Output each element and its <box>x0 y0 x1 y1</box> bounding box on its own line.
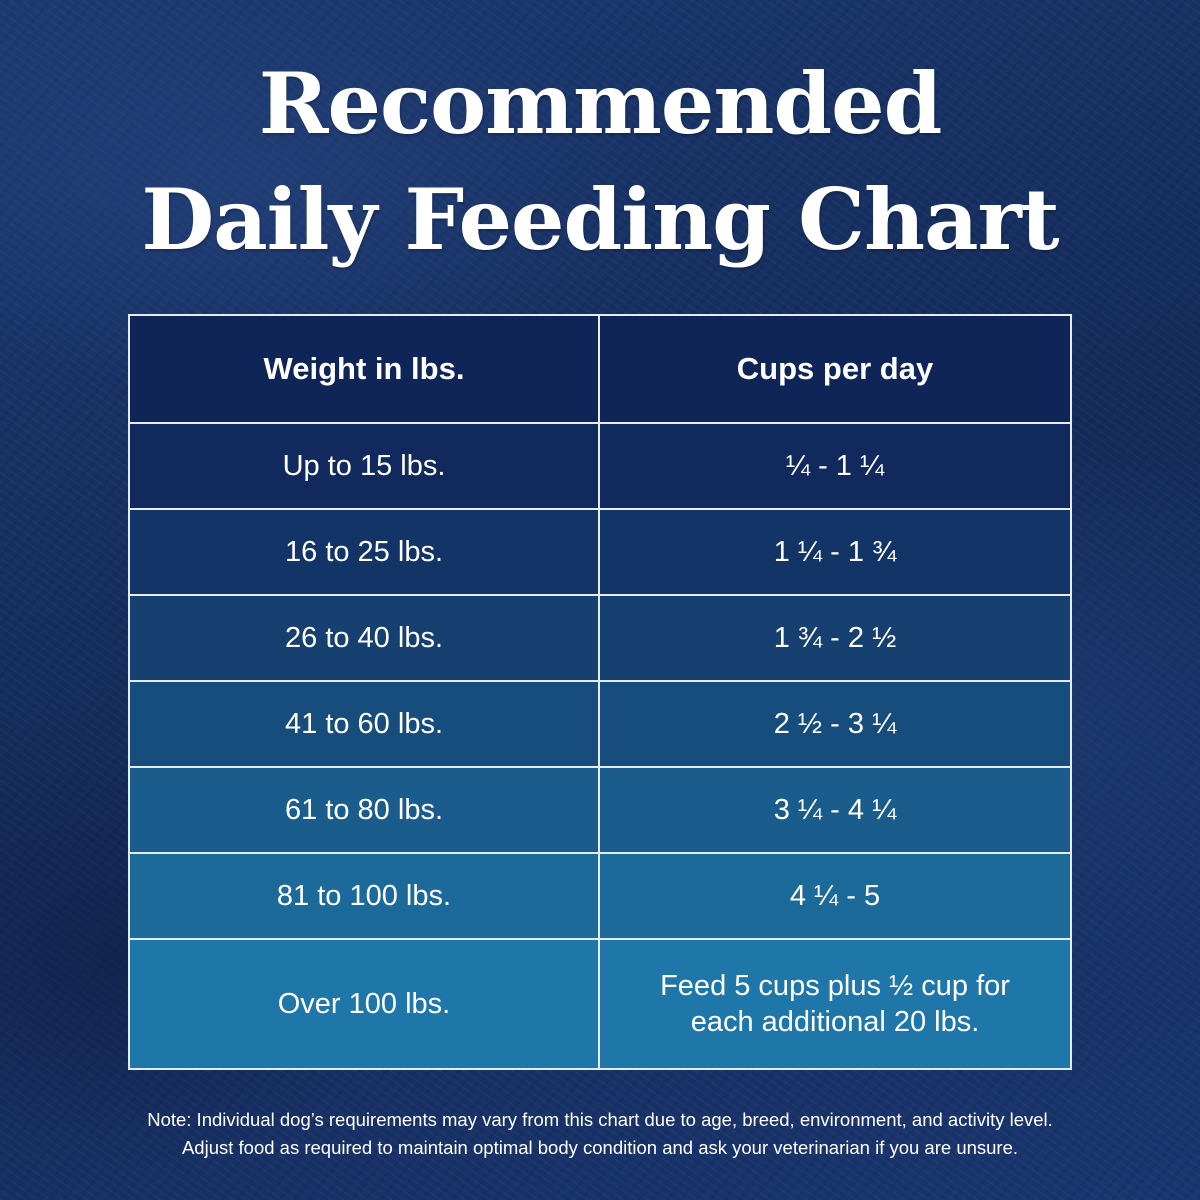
table-row: 41 to 60 lbs. 2 ½ - 3 ¼ <box>128 680 1072 768</box>
weight-cell: Up to 15 lbs. <box>128 422 600 510</box>
footnote-line-2: Adjust food as required to maintain opti… <box>181 1137 1019 1158</box>
weight-cell: Over 100 lbs. <box>128 938 600 1070</box>
weight-cell: 61 to 80 lbs. <box>128 766 600 854</box>
footnote-line-1: Note: Individual dog’s requirements may … <box>147 1109 1053 1130</box>
cups-line-2: each additional 20 lbs. <box>690 1006 980 1038</box>
header-cups: Cups per day <box>598 314 1072 424</box>
table-row: Over 100 lbs. Feed 5 cups plus ½ cup for… <box>128 938 1072 1070</box>
title-line-1: Recommended <box>258 54 943 153</box>
table-header-row: Weight in lbs. Cups per day <box>128 314 1072 424</box>
title-line-2: Daily Feeding Chart <box>141 170 1059 269</box>
header-weight: Weight in lbs. <box>128 314 600 424</box>
cups-cell: Feed 5 cups plus ½ cup for each addition… <box>598 938 1072 1070</box>
weight-cell: 26 to 40 lbs. <box>128 594 600 682</box>
cups-cell: 3 ¼ - 4 ¼ <box>598 766 1072 854</box>
table-row: 81 to 100 lbs. 4 ¼ - 5 <box>128 852 1072 940</box>
table-row: 16 to 25 lbs. 1 ¼ - 1 ¾ <box>128 508 1072 596</box>
weight-cell: 16 to 25 lbs. <box>128 508 600 596</box>
weight-cell: 41 to 60 lbs. <box>128 680 600 768</box>
cups-cell: 2 ½ - 3 ¼ <box>598 680 1072 768</box>
cups-cell: 4 ¼ - 5 <box>598 852 1072 940</box>
cups-cell: ¼ - 1 ¼ <box>598 422 1072 510</box>
table-row: 61 to 80 lbs. 3 ¼ - 4 ¼ <box>128 766 1072 854</box>
table-row: 26 to 40 lbs. 1 ¾ - 2 ½ <box>128 594 1072 682</box>
cups-cell: 1 ¾ - 2 ½ <box>598 594 1072 682</box>
feeding-chart-table: Weight in lbs. Cups per day Up to 15 lbs… <box>128 314 1072 1070</box>
cups-line-1: Feed 5 cups plus ½ cup for <box>660 969 1010 1002</box>
cups-cell: 1 ¼ - 1 ¾ <box>598 508 1072 596</box>
table-row: Up to 15 lbs. ¼ - 1 ¼ <box>128 422 1072 510</box>
footnote: Note: Individual dog’s requirements may … <box>0 1106 1200 1162</box>
weight-cell: 81 to 100 lbs. <box>128 852 600 940</box>
